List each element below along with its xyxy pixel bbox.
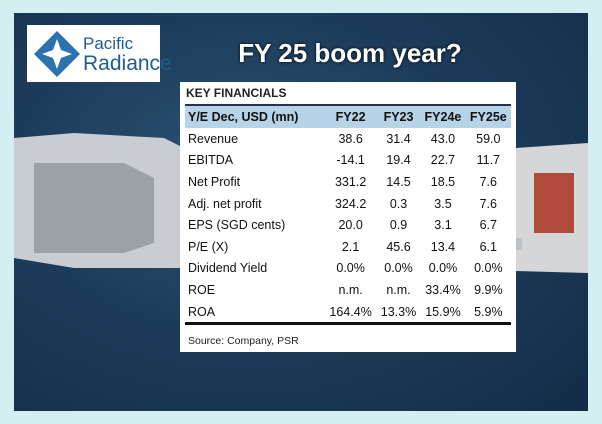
row-label: Net Profit: [188, 174, 241, 189]
row-label: Adj. net profit: [188, 196, 262, 211]
table-cell: 45.6: [386, 239, 411, 254]
key-financials-table: KEY FINANCIALS Y/E Dec, USD (mn) FY22 FY23…: [180, 82, 516, 352]
row-label: Dividend Yield: [188, 261, 268, 276]
table-cell: 0.0%: [336, 261, 365, 276]
table-cell: 2.1: [341, 239, 360, 254]
row-label: ROA: [188, 304, 216, 319]
table-row: Adj. net profit 324.2 0.3 3.5 7.6: [185, 193, 511, 215]
table-cell: 14.5: [386, 174, 411, 189]
table-cell: 0.0%: [384, 261, 413, 276]
table-row: Dividend Yield 0.0% 0.0% 0.0% 0.0%: [185, 258, 511, 280]
table-row: EPS (SGD cents) 20.0 0.9 3.1 6.7: [185, 214, 511, 236]
table-cell: 7.6: [479, 174, 497, 189]
table-cell: n.m.: [386, 282, 411, 297]
ship-illustration: [14, 133, 588, 273]
table-row: EBITDA -14.1 19.4 22.7 11.7: [185, 150, 511, 172]
table-cell: 6.7: [479, 218, 497, 233]
column-header: Y/E Dec, USD (mn): [188, 110, 299, 124]
table-cell: 0.0%: [428, 261, 458, 276]
table-cell: 19.4: [386, 153, 411, 168]
row-label: EBITDA: [188, 153, 234, 168]
table-cell: 7.6: [479, 196, 497, 211]
table-cell: 15.9%: [425, 304, 461, 319]
column-header: FY25e: [469, 110, 507, 124]
table-cell: 31.4: [386, 131, 411, 146]
table-row: ROE n.m. n.m. 33.4% 9.9%: [185, 279, 511, 301]
table-cell: 43.0: [430, 131, 456, 146]
logo-line1: Pacific: [83, 34, 134, 53]
table-cell: 3.1: [434, 218, 452, 233]
table-cell: 59.0: [476, 131, 501, 146]
table-cell: 18.5: [430, 174, 456, 189]
table-cell: 13.3%: [380, 304, 417, 319]
table-cell: n.m.: [338, 282, 363, 297]
table-cell: 0.3: [389, 196, 408, 211]
table-heading: KEY FINANCIALS: [186, 86, 287, 100]
row-label: ROE: [188, 282, 216, 297]
column-header: FY23: [383, 110, 414, 124]
table-cell: 3.5: [434, 196, 452, 211]
row-label: P/E (X): [188, 239, 229, 254]
table-cell: 22.7: [430, 153, 456, 168]
table-cell: 164.4%: [329, 304, 372, 319]
source-note: Source: Company, PSR: [188, 335, 299, 347]
table-cell: 11.7: [476, 153, 501, 168]
table-cell: 0.0%: [474, 261, 503, 276]
logo-line2: Radiance: [83, 52, 172, 75]
table-cell: 6.1: [479, 239, 497, 254]
header-row: Y/E Dec, USD (mn) FY22 FY23 FY24e FY25e: [185, 105, 511, 128]
table-row: Revenue 38.6 31.4 43.0 59.0: [185, 128, 511, 150]
table-row: ROA 164.4% 13.3% 15.9% 5.9%: [185, 301, 511, 324]
table-cell: 20.0: [338, 218, 363, 233]
row-label: Revenue: [188, 131, 239, 146]
row-label: EPS (SGD cents): [188, 218, 286, 233]
table-row: Net Profit 331.2 14.5 18.5 7.6: [185, 171, 511, 193]
table-cell: 0.9: [389, 218, 408, 233]
table-cell: 38.6: [338, 131, 363, 146]
table-cell: 331.2: [334, 174, 367, 189]
company-logo: Pacific Radiance: [27, 25, 172, 82]
table-cell: -14.1: [336, 153, 365, 168]
page-title: FY 25 boom year?: [238, 38, 462, 68]
column-header: FY22: [335, 110, 366, 124]
table-row: P/E (X) 2.1 45.6 13.4 6.1: [185, 236, 511, 258]
table-cell: 5.9%: [474, 304, 503, 319]
column-header: FY24e: [424, 110, 462, 124]
table-cell: 13.4: [430, 239, 456, 254]
table-cell: 324.2: [334, 196, 367, 211]
star-diamond-icon: [34, 31, 80, 77]
table-cell: 33.4%: [425, 282, 461, 297]
table-cell: 9.9%: [474, 282, 503, 297]
